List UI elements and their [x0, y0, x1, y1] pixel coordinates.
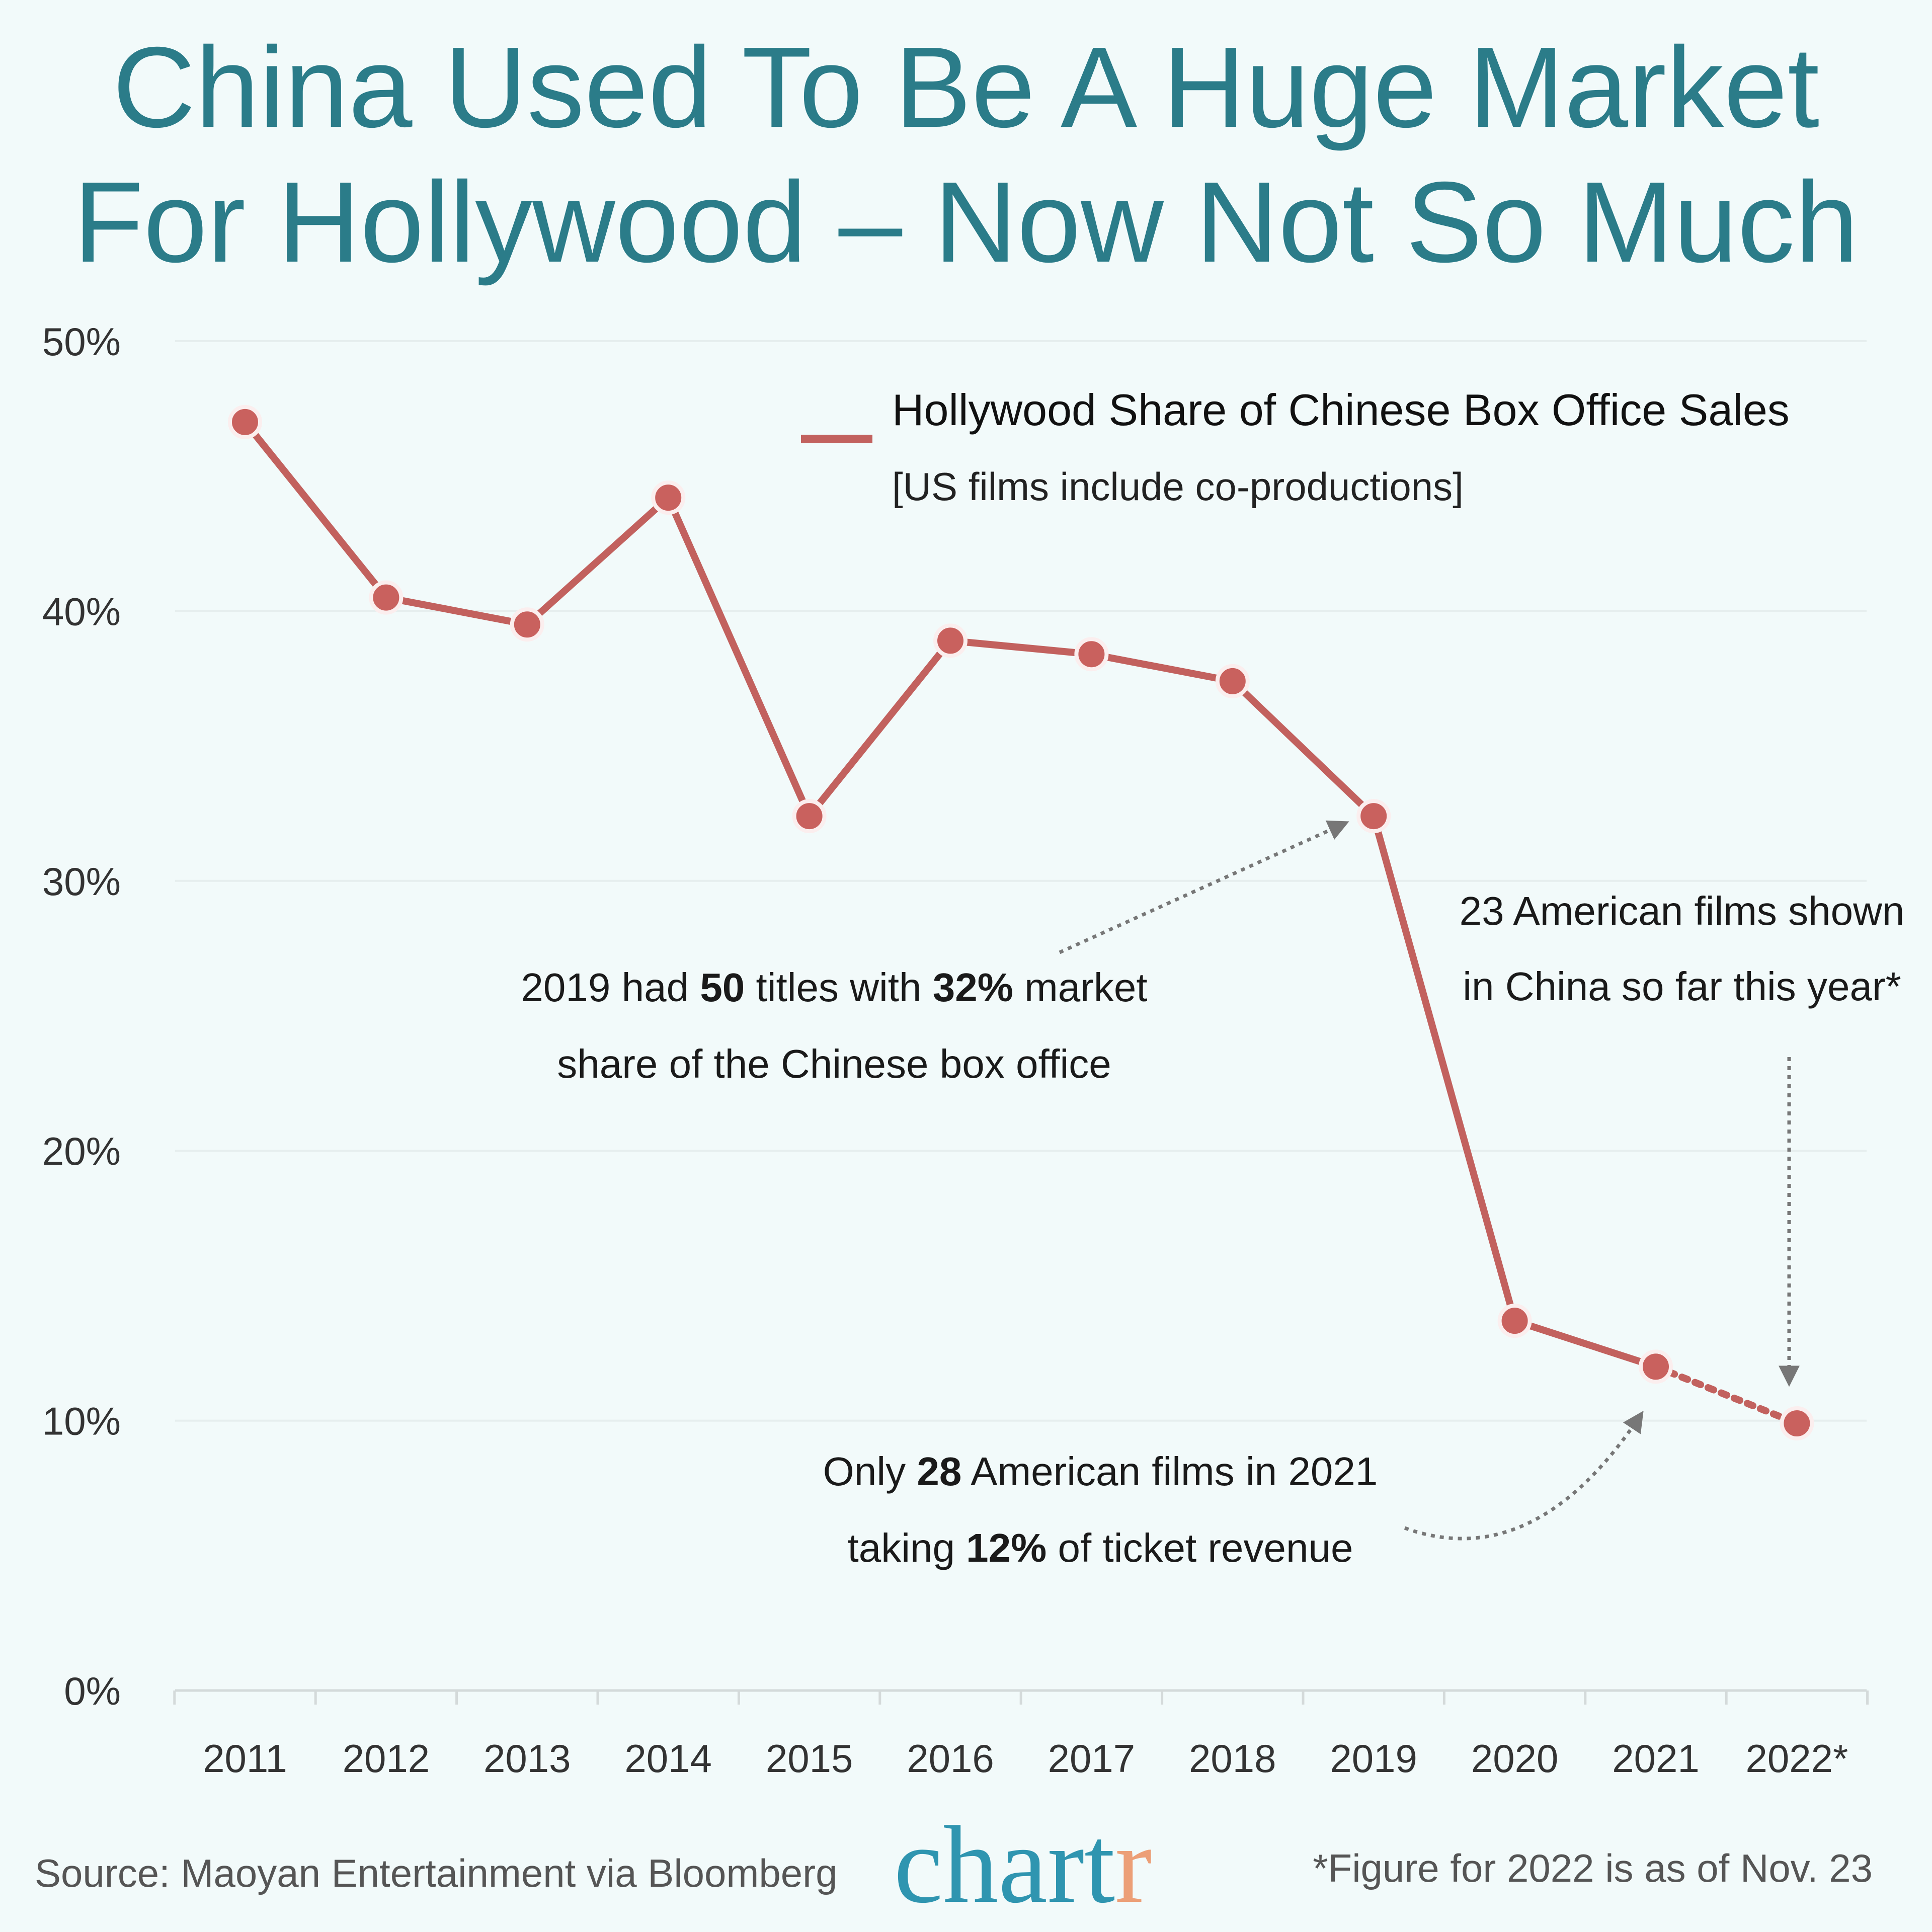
- x-tick-label: 2014: [624, 1736, 712, 1781]
- data-point-2021: [1639, 1349, 1673, 1384]
- chart-title-line-2: For Hollywood – Now Not So Much: [73, 158, 1859, 286]
- x-tick-label: 2015: [766, 1736, 853, 1781]
- x-tick-label: 2016: [907, 1736, 994, 1781]
- y-tick-label: 0%: [64, 1669, 121, 1713]
- annotation-2019: 2019 had 50 titles with 32% market share…: [521, 820, 1349, 1086]
- chartr-logo: chartr: [894, 1803, 1152, 1926]
- y-tick-label: 40%: [42, 589, 121, 633]
- y-tick-label: 50%: [42, 319, 121, 364]
- legend-sublabel: [US films include co-productions]: [892, 464, 1464, 509]
- y-tick-label: 30%: [42, 859, 121, 904]
- annotation-2021-line-2: taking 12% of ticket revenue: [847, 1525, 1353, 1570]
- x-tick-label: 2022*: [1745, 1736, 1848, 1781]
- data-point-2013: [510, 607, 544, 642]
- data-point-2020: [1497, 1304, 1532, 1338]
- annotation-2022-line-2: in China so far this year*: [1463, 964, 1901, 1009]
- annotation-2021-arrow: [1404, 1411, 1644, 1541]
- x-axis: 2011 2012 2013 2014 2015 2016 2017 2018 2019 2020…: [173, 1689, 1869, 1781]
- x-tick-label: 2020: [1471, 1736, 1559, 1781]
- x-tick-label: 2018: [1189, 1736, 1276, 1781]
- series-line-dotted: [1652, 1363, 1801, 1427]
- x-tick-label: 2017: [1048, 1736, 1136, 1781]
- y-tick-label: 20%: [42, 1129, 121, 1173]
- annotation-2019-line-1: 2019 had 50 titles with 32% market: [521, 965, 1147, 1010]
- data-point-2011: [228, 405, 262, 439]
- legend-label: Hollywood Share of Chinese Box Office Sa…: [892, 385, 1790, 435]
- annotation-2021: Only 28 American films in 2021 taking 12…: [823, 1411, 1644, 1570]
- data-point-2014: [651, 480, 686, 515]
- annotation-2022: 23 American films shown in China so far …: [1460, 889, 1905, 1387]
- x-tick-label: 2021: [1612, 1736, 1700, 1781]
- data-point-2016: [933, 623, 968, 658]
- data-point-2018: [1215, 664, 1250, 698]
- data-point-2019: [1356, 799, 1391, 834]
- data-point-2017: [1074, 637, 1109, 672]
- y-axis-ticks: 0% 10% 20% 30% 40% 50%: [42, 319, 121, 1713]
- series-line: [228, 405, 1814, 1440]
- data-point-2012: [369, 580, 404, 615]
- data-point-2015: [792, 799, 827, 834]
- source-text: Source: Maoyan Entertainment via Bloombe…: [35, 1851, 838, 1895]
- annotation-2021-line-1: Only 28 American films in 2021: [823, 1449, 1378, 1494]
- x-tick-label: 2011: [203, 1736, 287, 1781]
- chart-title-line-1: China Used To Be A Huge Market: [113, 24, 1819, 151]
- x-tick-label: 2013: [484, 1736, 571, 1781]
- legend: Hollywood Share of Chinese Box Office Sa…: [801, 385, 1790, 509]
- footnote-text: *Figure for 2022 is as of Nov. 23: [1313, 1846, 1873, 1890]
- annotation-2022-line-1: 23 American films shown: [1460, 889, 1905, 933]
- x-tick-label: 2019: [1330, 1736, 1417, 1781]
- x-tick-label: 2012: [343, 1736, 430, 1781]
- y-tick-label: 10%: [42, 1399, 121, 1443]
- data-point-2022*: [1780, 1406, 1814, 1440]
- annotation-2019-arrow: [1059, 820, 1349, 954]
- annotation-2019-line-2: share of the Chinese box office: [557, 1041, 1111, 1086]
